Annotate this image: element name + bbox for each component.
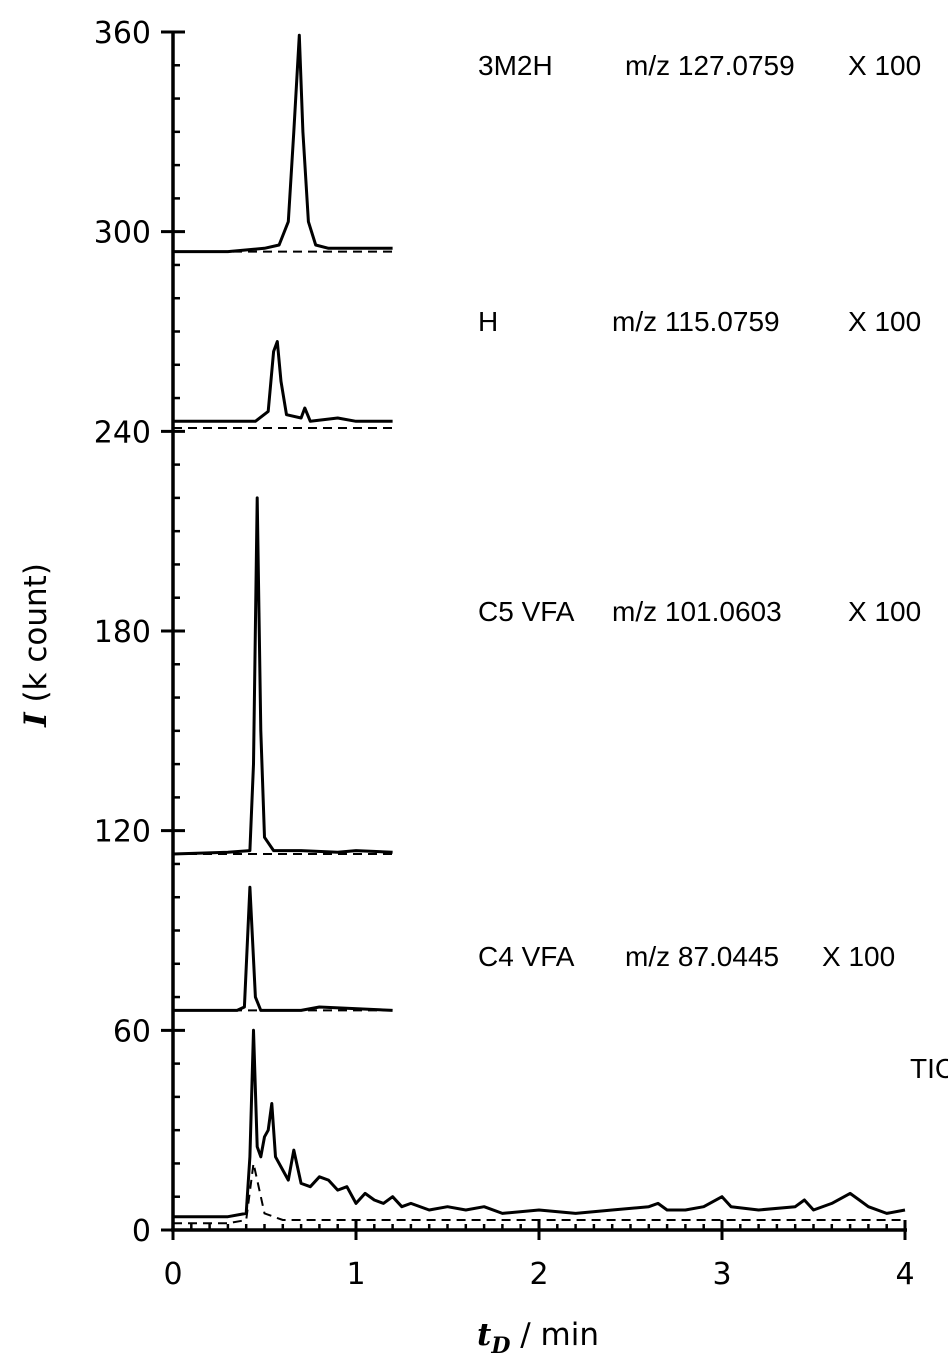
y-axis-title: I (k count)	[18, 563, 54, 728]
x-tick-label: 2	[529, 1257, 548, 1292]
trace-h	[173, 340, 393, 423]
x-axis-subscript: D	[490, 1333, 510, 1358]
trace-labels: TIC C4 VFA m/z 87.0445 X 100 C5 VFA m/z 101.0…	[478, 50, 948, 1084]
label-h-scale: X 100	[848, 306, 921, 337]
label-h-mz: m/z 115.0759	[612, 306, 780, 337]
label-c4-vfa-scale: X 100	[822, 941, 895, 972]
y-tick-label: 120	[94, 815, 151, 850]
y-tick-label: 60	[113, 1014, 151, 1049]
trace-3m2h	[173, 33, 393, 254]
x-axis-title: tD / min	[477, 1317, 599, 1358]
x-axis-unit: / min	[510, 1317, 599, 1353]
label-tic-compound: TIC	[910, 1053, 948, 1084]
traces	[172, 33, 906, 1225]
label-3m2h-compound: 3M2H	[478, 50, 553, 81]
y-tick-label: 180	[94, 615, 151, 650]
y-axis-unit: (k count)	[18, 563, 54, 712]
label-3m2h-mz: m/z 127.0759	[625, 50, 795, 81]
label-c5-vfa-mz: m/z 101.0603	[612, 596, 782, 627]
x-tick-label: 4	[895, 1257, 914, 1292]
trace-tic	[173, 1028, 906, 1219]
label-h-compound: H	[478, 306, 498, 337]
x-axis-variable: t	[477, 1317, 492, 1353]
trace-c4-vfa	[173, 885, 393, 1012]
label-c5-vfa-compound: C5 VFA	[478, 596, 575, 627]
y-tick-label: 240	[94, 415, 151, 450]
x-tick-label: 1	[346, 1257, 365, 1292]
trace-c5-vfa	[172, 496, 393, 856]
label-3m2h-scale: X 100	[848, 50, 921, 81]
label-c5-vfa-scale: X 100	[848, 596, 921, 627]
x-tick-label: 3	[712, 1257, 731, 1292]
y-axis-variable: I	[18, 711, 54, 728]
y-tick-label: 360	[94, 16, 151, 51]
label-c4-vfa-compound: C4 VFA	[478, 941, 575, 972]
axes: 0 60 120 180 240 300 360 0 1 2 3 4	[94, 16, 915, 1292]
x-tick-label: 0	[163, 1257, 182, 1292]
y-tick-label: 300	[94, 216, 151, 251]
y-tick-label: 0	[132, 1214, 151, 1249]
trace-tic-baseline	[173, 1163, 905, 1225]
label-c4-vfa-mz: m/z 87.0445	[625, 941, 779, 972]
